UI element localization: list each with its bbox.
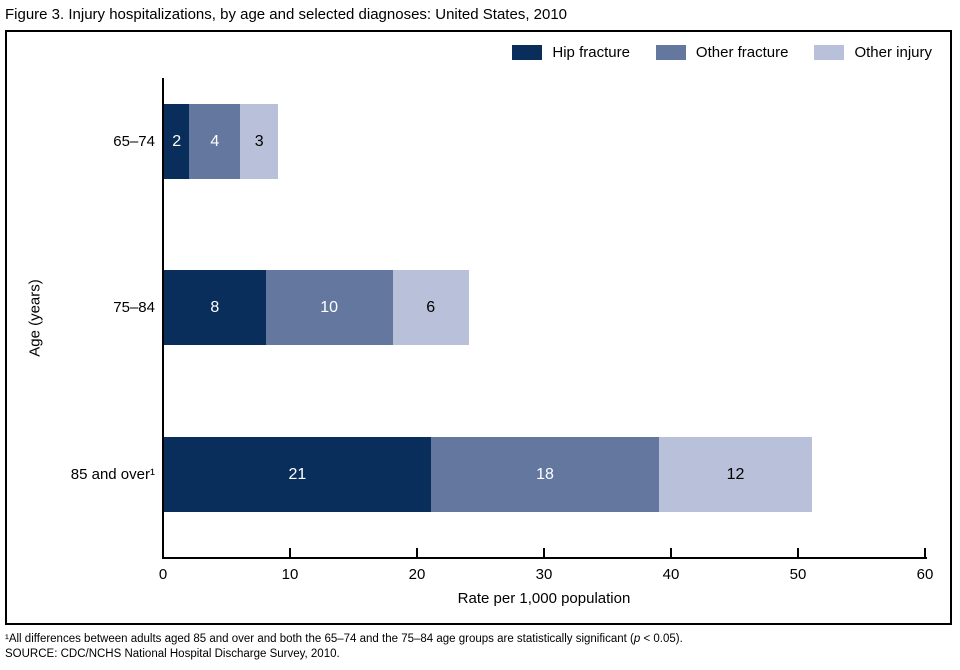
bar-segment: 3 bbox=[240, 104, 279, 179]
legend-swatch-other-injury bbox=[814, 45, 845, 60]
legend-swatch-other-fracture bbox=[655, 45, 686, 60]
bar-segment: 8 bbox=[164, 270, 266, 345]
bar-segment: 4 bbox=[189, 104, 241, 179]
chart-frame: Hip fracture Other fracture Other injury… bbox=[5, 30, 952, 625]
bar-segment: 21 bbox=[164, 437, 431, 512]
footnote-text-1: ¹All differences between adults aged 85 … bbox=[5, 633, 634, 645]
category-label: 85 and over¹ bbox=[70, 466, 155, 483]
legend-swatch-hip-fracture bbox=[512, 45, 543, 60]
x-tick-label: 40 bbox=[662, 566, 680, 583]
x-tick bbox=[162, 548, 164, 557]
figure-title: Figure 3. Injury hospitalizations, by ag… bbox=[5, 6, 568, 23]
footnote-significance: ¹All differences between adults aged 85 … bbox=[5, 633, 683, 645]
x-axis-title: Rate per 1,000 population bbox=[457, 590, 631, 607]
x-tick bbox=[543, 548, 545, 557]
x-tick-label: 50 bbox=[789, 566, 807, 583]
x-tick bbox=[924, 548, 926, 557]
x-tick-label: 30 bbox=[535, 566, 553, 583]
x-tick bbox=[797, 548, 799, 557]
legend-item-hip-fracture: Hip fracture bbox=[512, 44, 630, 61]
x-tick-label: 10 bbox=[281, 566, 299, 583]
legend-item-other-fracture: Other fracture bbox=[655, 44, 789, 61]
category-label: 75–84 bbox=[113, 299, 155, 316]
bar-segment: 10 bbox=[265, 270, 393, 345]
bar-segment: 6 bbox=[392, 270, 469, 345]
bar-segment: 12 bbox=[659, 437, 812, 512]
x-tick-label: 20 bbox=[408, 566, 426, 583]
bar-row: 8 10 6 bbox=[164, 270, 469, 345]
legend-item-other-injury: Other injury bbox=[814, 44, 932, 61]
footnote-p-symbol: p bbox=[633, 633, 641, 645]
footnote-text-2: < 0.05). bbox=[640, 633, 683, 645]
x-tick-label: 60 bbox=[916, 566, 934, 583]
y-axis-line bbox=[162, 78, 164, 559]
x-tick-label: 0 bbox=[158, 566, 168, 583]
footnote-source: SOURCE: CDC/NCHS National Hospital Disch… bbox=[5, 648, 340, 660]
category-label: 65–74 bbox=[113, 133, 155, 150]
x-tick bbox=[416, 548, 418, 557]
bar-row: 21 18 12 bbox=[164, 437, 812, 512]
x-tick bbox=[670, 548, 672, 557]
bar-segment: 2 bbox=[164, 104, 190, 179]
x-tick bbox=[289, 548, 291, 557]
legend-label-hip-fracture: Hip fracture bbox=[552, 44, 630, 61]
bar-segment: 18 bbox=[430, 437, 660, 512]
legend-label-other-injury: Other injury bbox=[854, 44, 932, 61]
x-axis-line bbox=[162, 557, 927, 559]
legend: Hip fracture Other fracture Other injury bbox=[512, 44, 932, 61]
legend-label-other-fracture: Other fracture bbox=[695, 44, 789, 61]
